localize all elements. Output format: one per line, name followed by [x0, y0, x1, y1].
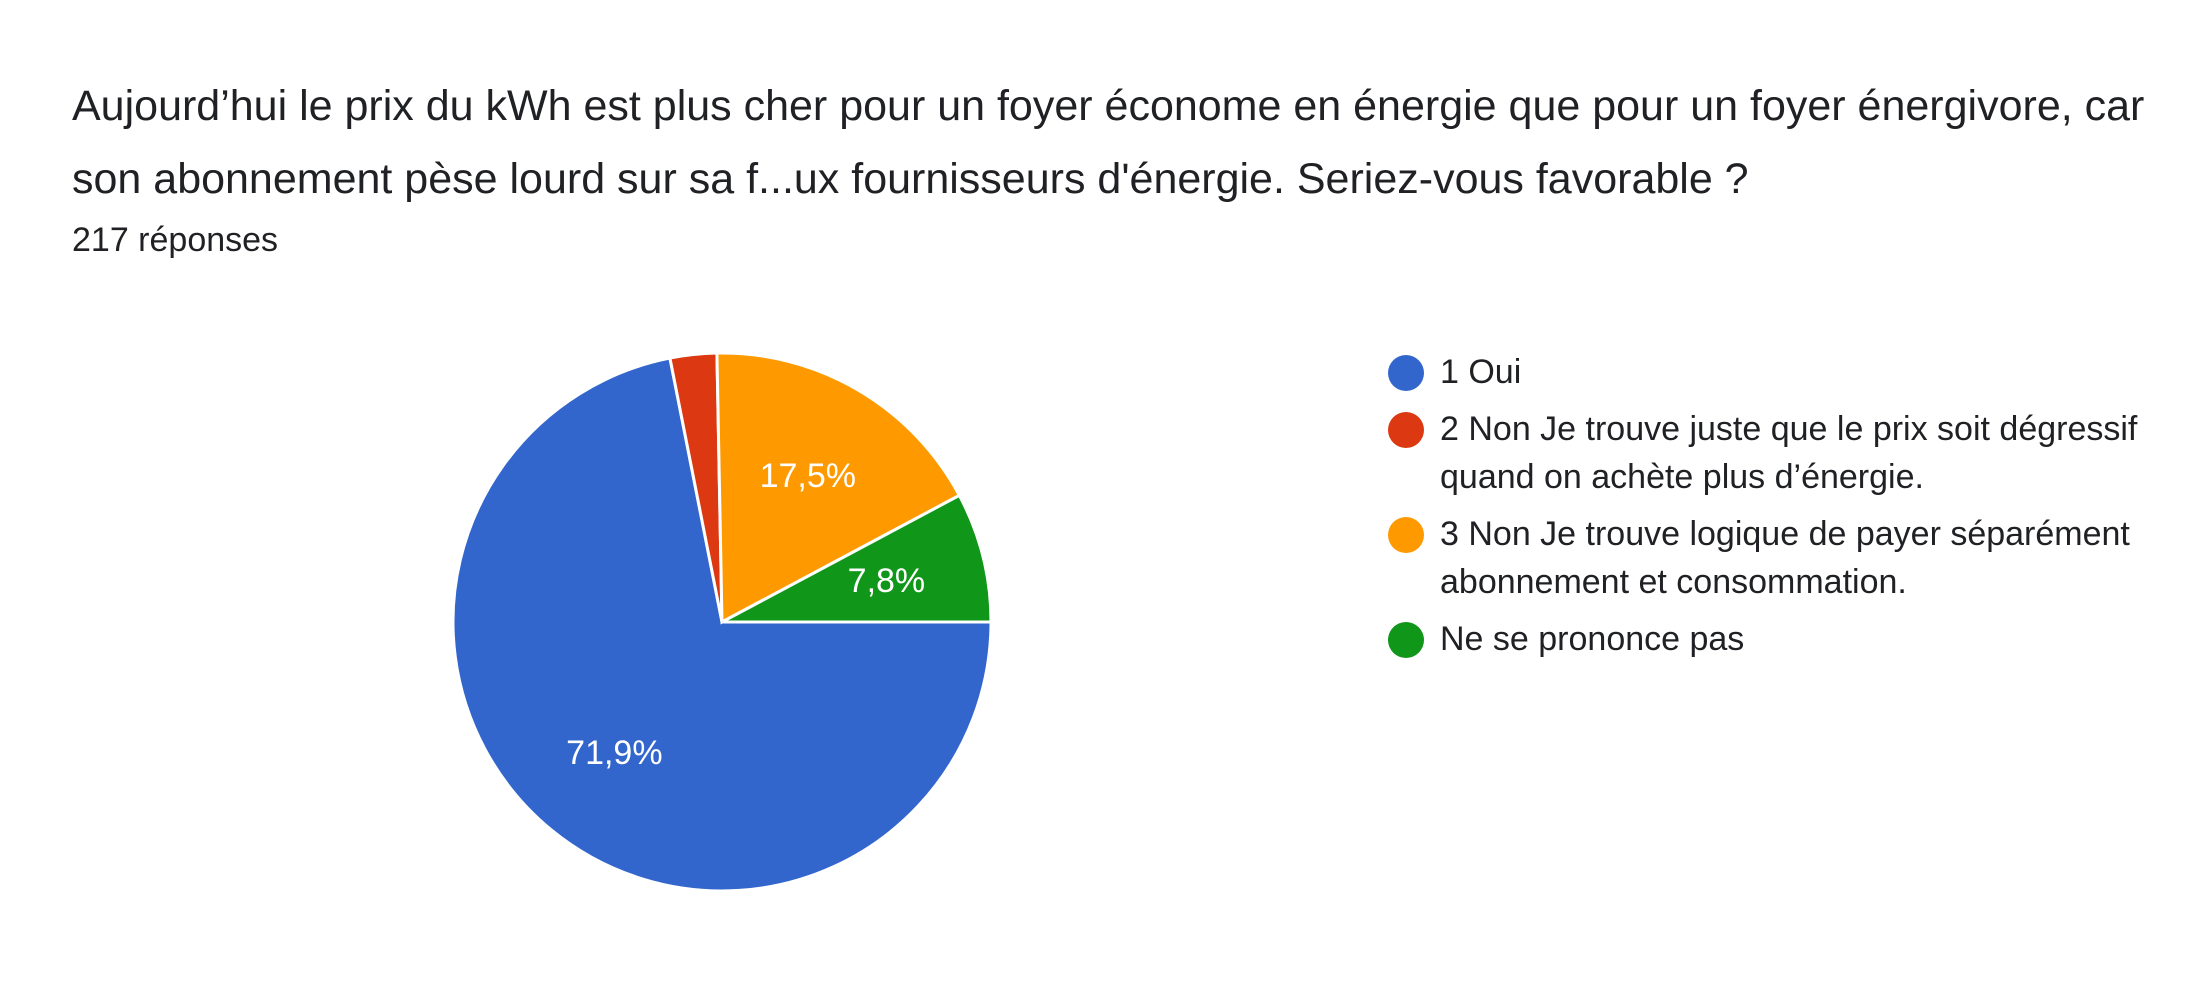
legend-label: Ne se prononce pas [1440, 619, 1745, 658]
legend-label: 1 Oui [1440, 353, 1522, 391]
legend-swatch-icon [1388, 621, 1424, 658]
pie-slice-label-3: 17,5% [760, 457, 856, 495]
pie-chart: 71,9% 17,5% 7,8% [451, 351, 993, 893]
question-title: Aujourd’hui le prix du kWh est plus cher… [72, 82, 2145, 203]
response-count: 217 réponses [72, 221, 279, 259]
pie-slice-1[interactable] [451, 356, 993, 893]
pie-slice-4[interactable] [721, 493, 993, 624]
chart-legend: 1 Oui 2 Non Je trouve juste que le prix s… [1388, 348, 2168, 671]
legend-item-1[interactable]: 1 Oui [1388, 348, 2168, 397]
legend-item-4[interactable]: Ne se prononce pas [1388, 615, 2168, 664]
legend-swatch-icon [1388, 516, 1424, 553]
legend-item-3[interactable]: 3 Non Je trouve logique de payer séparém… [1388, 510, 2168, 607]
pie-slice-3[interactable] [715, 351, 962, 625]
legend-item-2[interactable]: 2 Non Je trouve juste que le prix soit d… [1388, 405, 2168, 502]
legend-label: 2 Non Je trouve juste que le prix soit d… [1440, 409, 2138, 497]
pie-slice-label-1: 71,9% [566, 734, 662, 772]
legend-swatch-icon [1388, 355, 1424, 391]
pie-slice-label-4: 7,8% [848, 562, 926, 600]
legend-swatch-icon [1388, 411, 1424, 448]
legend-label: 3 Non Je trouve logique de payer séparém… [1440, 514, 2130, 602]
